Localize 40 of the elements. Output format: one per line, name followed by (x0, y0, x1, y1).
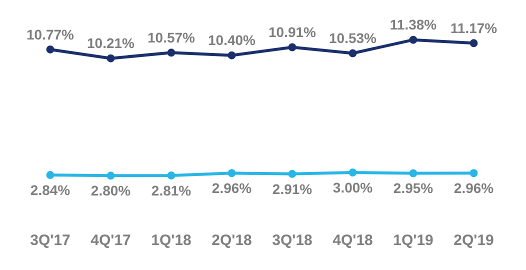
x-tick-label: 3Q'18 (272, 232, 312, 250)
data-label: 10.21% (87, 35, 136, 52)
point (409, 169, 418, 178)
point (409, 36, 418, 44)
x-tick-label: 2Q'18 (212, 232, 252, 250)
point (106, 54, 115, 62)
point (106, 172, 115, 180)
point (46, 171, 54, 180)
data-label: 10.91% (268, 24, 317, 40)
data-label: 2.95% (393, 180, 434, 196)
data-label: 2.96% (212, 180, 252, 196)
x-tick-label: 1Q'19 (393, 232, 434, 250)
point (167, 48, 176, 57)
data-label: 11.38% (390, 16, 438, 33)
point (288, 170, 296, 178)
point (228, 51, 236, 60)
point (470, 39, 478, 48)
point (46, 45, 54, 54)
data-label: 10.57% (148, 30, 196, 46)
point (228, 169, 236, 178)
data-label: 10.77% (26, 26, 75, 42)
x-tick-label: 2Q'19 (454, 232, 494, 250)
point (348, 168, 357, 176)
data-label: 10.40% (208, 32, 256, 48)
x-tick-label: 4Q'17 (90, 232, 131, 250)
data-label: 10.53% (329, 30, 378, 46)
data-label: 2.80% (90, 182, 132, 199)
x-tick-label: 1Q'18 (151, 232, 192, 250)
data-label: 2.91% (272, 180, 313, 197)
point (348, 49, 357, 58)
data-label: 2.96% (454, 180, 494, 196)
point (167, 172, 176, 180)
data-label: 2.81% (151, 182, 192, 198)
data-label: 3.00% (332, 179, 374, 196)
data-label: 11.17% (450, 20, 498, 36)
data-label: 2.84% (30, 182, 71, 198)
x-tick-label: 4Q'18 (332, 232, 373, 250)
x-tick-label: 3Q'17 (30, 232, 70, 250)
point (288, 43, 296, 52)
point (470, 169, 478, 178)
